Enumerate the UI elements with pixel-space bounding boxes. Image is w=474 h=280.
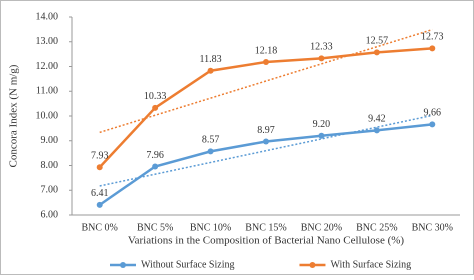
point [318,55,325,62]
x-tick-label: BNC 10% [190,222,231,233]
legend-marker [120,262,126,268]
data-label: 12.18 [255,45,278,56]
data-label: 12.73 [421,32,444,43]
y-tick-label: 7.00 [41,185,59,196]
point [96,201,103,208]
x-tick-label: BNC 20% [301,222,342,233]
x-tick-label: BNC 0% [82,222,118,233]
data-label: 12.33 [310,42,333,53]
data-label: 11.83 [200,54,222,65]
point [429,121,436,128]
x-tick-label: BNC 15% [245,222,286,233]
point [207,148,214,155]
data-label: 9.66 [424,108,442,119]
point [429,45,436,52]
legend-marker [309,262,316,268]
x-tick-label: BNC 30% [412,222,453,233]
point [263,138,269,145]
data-label: 6.41 [91,188,109,199]
y-tick-label: 12.00 [36,61,59,72]
x-axis-title: Variations in the Composition of Bacteri… [128,235,405,247]
data-label: 10.33 [144,91,167,102]
data-label: 7.93 [91,151,109,162]
point [152,163,159,170]
y-axis-title: Concora Index (N m/g) [8,64,20,167]
legend-label: Without Surface Sizing [141,259,234,270]
point [207,67,214,74]
trend-line [99,114,433,187]
data-label: 12.57 [366,36,389,47]
legend-label: With Surface Sizing [330,259,411,270]
x-tick-label: BNC 25% [356,222,397,233]
x-tick-label: BNC 5% [137,222,173,233]
y-tick-label: 10.00 [36,110,59,121]
y-tick-label: 11.00 [36,86,58,97]
point [373,49,380,56]
point [96,164,103,171]
point [152,104,159,111]
data-label: 9.20 [313,119,331,130]
data-label: 8.57 [202,135,220,146]
y-tick-label: 14.00 [36,11,59,22]
y-tick-label: 6.00 [41,209,59,220]
point [373,127,380,134]
data-label: 8.97 [257,125,275,136]
y-tick-label: 13.00 [36,36,59,47]
data-label: 9.42 [368,114,386,125]
point [263,59,269,66]
y-tick-label: 8.00 [41,160,59,171]
data-label: 7.96 [146,150,164,161]
point [318,132,325,139]
y-tick-label: 9.00 [41,135,59,146]
